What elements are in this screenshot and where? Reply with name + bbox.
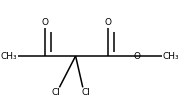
Text: CH₃: CH₃ [163,52,179,60]
Text: O: O [133,52,140,60]
Text: O: O [105,18,111,27]
Text: Cl: Cl [82,88,91,97]
Text: CH₃: CH₃ [1,52,17,60]
Text: O: O [42,18,48,27]
Text: Cl: Cl [51,88,60,97]
